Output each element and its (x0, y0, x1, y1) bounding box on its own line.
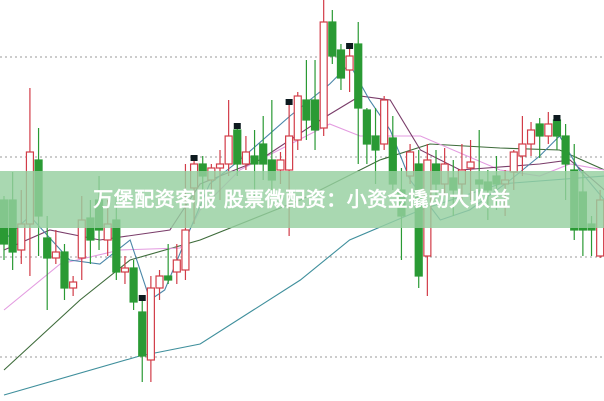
candle-body (224, 135, 233, 165)
candle-body (336, 49, 346, 79)
candle-body (120, 267, 130, 273)
candle-body (319, 21, 328, 129)
candle-body (233, 129, 242, 165)
signal-marker-icon (553, 115, 561, 121)
candle-body (509, 151, 518, 173)
candle-body (561, 135, 570, 165)
candle-body (181, 229, 190, 271)
candle-body (138, 311, 147, 357)
signal-marker-icon (346, 43, 354, 49)
candle-body (544, 123, 553, 137)
candle-body (354, 43, 363, 109)
candle-body (362, 109, 371, 145)
candle-body (526, 129, 536, 145)
candle-body (302, 99, 311, 121)
candle-body (43, 237, 52, 259)
candle-body (535, 123, 544, 137)
candle-body (250, 155, 259, 165)
candle-body (69, 281, 78, 289)
candle-body (466, 161, 475, 169)
signal-marker-icon (190, 155, 198, 161)
candle-body (285, 135, 294, 171)
candle-body (172, 259, 181, 273)
banner-title: 万堡配资客服 股票微配资：小资金撬动大收益 (93, 187, 511, 211)
candle-body (60, 251, 69, 289)
candle-body (129, 267, 138, 303)
candle-body (310, 99, 320, 131)
candle-body (518, 143, 527, 157)
signal-marker-icon (233, 123, 241, 129)
candle-body (293, 95, 302, 141)
title-banner (0, 171, 604, 228)
candle-body (345, 55, 354, 71)
signal-marker-icon (138, 295, 146, 301)
candle-body (276, 159, 285, 171)
signal-marker-icon (285, 99, 293, 105)
candle-body (164, 275, 173, 281)
candle-body (380, 99, 389, 145)
candle-body (215, 163, 225, 169)
candle-body (371, 135, 380, 151)
candle-body (51, 251, 60, 259)
candle-body (155, 275, 164, 289)
candle-body (146, 287, 155, 361)
candle-body (552, 119, 562, 137)
candle-body (259, 143, 268, 165)
candle-body (328, 21, 337, 57)
candle-body (241, 151, 251, 165)
